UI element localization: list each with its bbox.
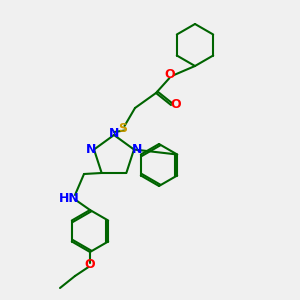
Text: N: N bbox=[132, 143, 142, 156]
Text: N: N bbox=[86, 143, 96, 156]
Text: O: O bbox=[164, 68, 175, 82]
Text: N: N bbox=[109, 127, 119, 140]
Text: O: O bbox=[85, 257, 95, 271]
Text: HN: HN bbox=[58, 191, 80, 205]
Text: O: O bbox=[170, 98, 181, 112]
Text: S: S bbox=[118, 122, 127, 136]
